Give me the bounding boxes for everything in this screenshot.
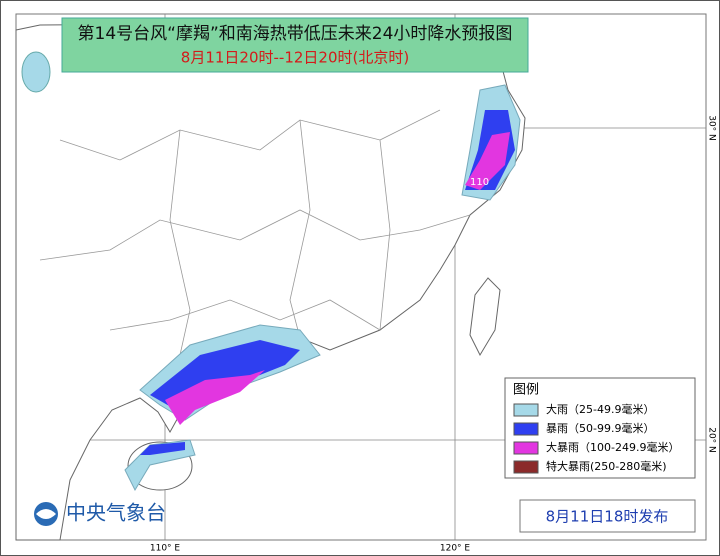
lon-label: 110° E — [150, 544, 181, 554]
lon-label: 120° E — [440, 544, 471, 554]
rainstorm-area — [140, 442, 185, 455]
legend-swatch — [513, 441, 539, 455]
legend-label: 大暴雨（100-249.9毫米） — [546, 440, 679, 454]
legend-swatch — [513, 403, 539, 417]
legend-items: 大雨（25-49.9毫米） 暴雨（50-99.9毫米） 大暴雨（100-249.9毫… — [513, 402, 679, 474]
contour-label: 110 — [470, 177, 489, 188]
severe-rainstorm-area — [465, 132, 510, 190]
title: 第14号台风“摩羯”和南海热带低压未来24小时降水预报图 — [78, 24, 513, 44]
issue-box — [519, 499, 696, 533]
title-box — [61, 17, 529, 73]
issue-time: 8月11日18时发布 — [546, 508, 669, 526]
lat-label: 20° N — [707, 427, 717, 453]
legend-swatch — [513, 460, 539, 474]
mainland — [15, 21, 526, 541]
legend-label: 大雨（25-49.9毫米） — [546, 402, 654, 416]
lat-label: 30° N — [707, 115, 717, 141]
taiwan — [469, 277, 501, 357]
subtitle: 8月11日20时--12日20时(北京时) — [181, 49, 409, 67]
severe-rainstorm-area — [165, 370, 265, 425]
agency-name: 中央气象台 — [66, 501, 166, 525]
rain-areas — [124, 84, 521, 492]
logo — [34, 502, 58, 526]
legend-swatch — [513, 422, 539, 436]
lake — [21, 51, 51, 93]
legend-label: 特大暴雨(250-280毫米) — [546, 459, 667, 473]
legend-title: 图例 — [513, 383, 539, 398]
province-borders — [39, 109, 471, 401]
legend-label: 暴雨（50-99.9毫米） — [546, 421, 654, 435]
